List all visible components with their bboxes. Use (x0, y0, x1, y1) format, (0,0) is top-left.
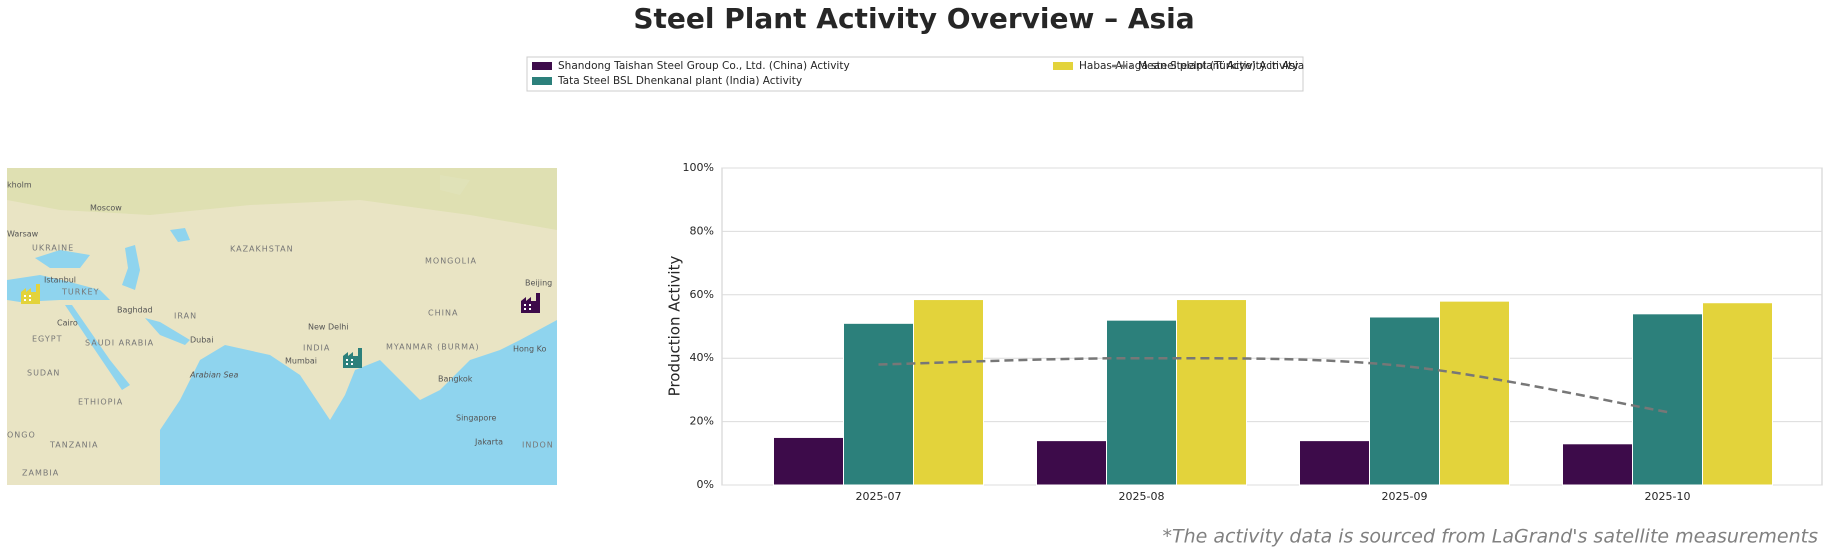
map-label: Jakarta (474, 438, 503, 447)
y-tick-label: 60% (690, 288, 714, 301)
map-label: Mumbai (285, 357, 317, 366)
legend-label: Tata Steel BSL Dhenkanal plant (India) A… (557, 75, 802, 87)
bar (1299, 440, 1370, 486)
black-sea (35, 250, 90, 268)
plant-shape (351, 359, 353, 361)
map-label: TURKEY (61, 288, 100, 297)
chart-title: Steel Plant Activity Overview – Asia (633, 2, 1194, 35)
y-tick-label: 100% (683, 161, 714, 174)
map-label: Moscow (90, 204, 122, 213)
map-label: SUDAN (27, 369, 60, 378)
persian-gulf (145, 318, 190, 345)
map-label: MONGOLIA (425, 257, 477, 266)
legend-label: Habas Aliaga steel plant (Türkiye) Activ… (1079, 60, 1298, 72)
plant-shape (529, 308, 531, 310)
map-label: ETHIOPIA (78, 398, 123, 407)
map-label: MYANMAR (BURMA) (386, 343, 480, 352)
plant-shape (29, 299, 31, 301)
bar (1369, 316, 1440, 486)
caspian-sea (122, 245, 140, 290)
legend-label: Shandong Taishan Steel Group Co., Ltd. (… (558, 60, 850, 72)
legend-swatch (532, 62, 552, 70)
aral-sea (170, 228, 190, 242)
bar (1106, 319, 1177, 486)
bar (1562, 443, 1633, 486)
bar (773, 436, 844, 486)
plant-shape (524, 304, 526, 306)
plant-shape (24, 299, 26, 301)
map-label: TANZANIA (49, 441, 99, 450)
y-axis-label: Production Activity (666, 256, 684, 397)
map-label: Dubai (190, 336, 213, 345)
map-label: IRAN (174, 312, 197, 321)
y-tick-label: 20% (690, 415, 714, 428)
legend-swatch (532, 77, 552, 85)
bar (913, 299, 984, 486)
map-label: Beijing (525, 279, 552, 288)
y-tick-label: 80% (690, 224, 714, 237)
x-tick-label: 2025-08 (1119, 490, 1165, 503)
plant-shape (529, 304, 531, 306)
y-tick-label: 0% (697, 478, 714, 491)
legend-box (526, 56, 1304, 92)
land-shade (7, 168, 557, 230)
map-label: ZAMBIA (22, 469, 59, 478)
bar (1176, 299, 1247, 486)
map-label: KAZAKHSTAN (230, 245, 294, 254)
plant-shape (346, 363, 348, 365)
map-label: Cairo (57, 319, 78, 328)
plant-icon (21, 284, 40, 304)
bar (1632, 313, 1703, 486)
bar (1439, 300, 1510, 486)
x-tick-label: 2025-10 (1645, 490, 1691, 503)
y-tick-label: 40% (690, 351, 714, 364)
map-label: SAUDI ARABIA (85, 339, 154, 348)
plant-icon (343, 348, 362, 368)
legend-label: Mean Steelplant Activity in Asia (1138, 60, 1304, 72)
legend-swatch (1053, 62, 1073, 70)
x-tick-label: 2025-07 (856, 490, 902, 503)
map-label: kholm (7, 181, 32, 190)
map-label: Singapore (456, 414, 496, 423)
mean-line (878, 356, 1668, 414)
map-label: UKRAINE (32, 244, 74, 253)
x-tick-label: 2025-09 (1382, 490, 1428, 503)
plant-shape (346, 359, 348, 361)
map-label: Istanbul (44, 276, 76, 285)
bar (1036, 440, 1107, 486)
plant-shape (24, 295, 26, 297)
map-label: Baghdad (117, 306, 153, 315)
ocean (160, 320, 557, 485)
map-label: Warsaw (7, 230, 39, 239)
bar (843, 322, 914, 486)
map-label: ONGO (7, 431, 36, 440)
map-label: Hong Ko (513, 345, 546, 354)
red-sea (65, 305, 130, 390)
bar (1702, 302, 1773, 486)
map: Moscow Warsaw UKRAINE Istanbul TURKEY Ba… (7, 168, 557, 485)
plant-shape (29, 295, 31, 297)
plant-icon (521, 293, 540, 313)
map-label: CHINA (428, 309, 458, 318)
map-label: Arabian Sea (189, 371, 238, 380)
map-label: EGYPT (32, 335, 62, 344)
land-shade (440, 175, 470, 195)
map-label: New Delhi (308, 323, 349, 332)
map-label: INDIA (303, 344, 330, 353)
footnote: *The activity data is sourced from LaGra… (1162, 526, 1818, 548)
plant-shape (524, 308, 526, 310)
map-label: INDON (522, 441, 554, 450)
plant-shape (351, 363, 353, 365)
map-label: Bangkok (438, 375, 473, 384)
